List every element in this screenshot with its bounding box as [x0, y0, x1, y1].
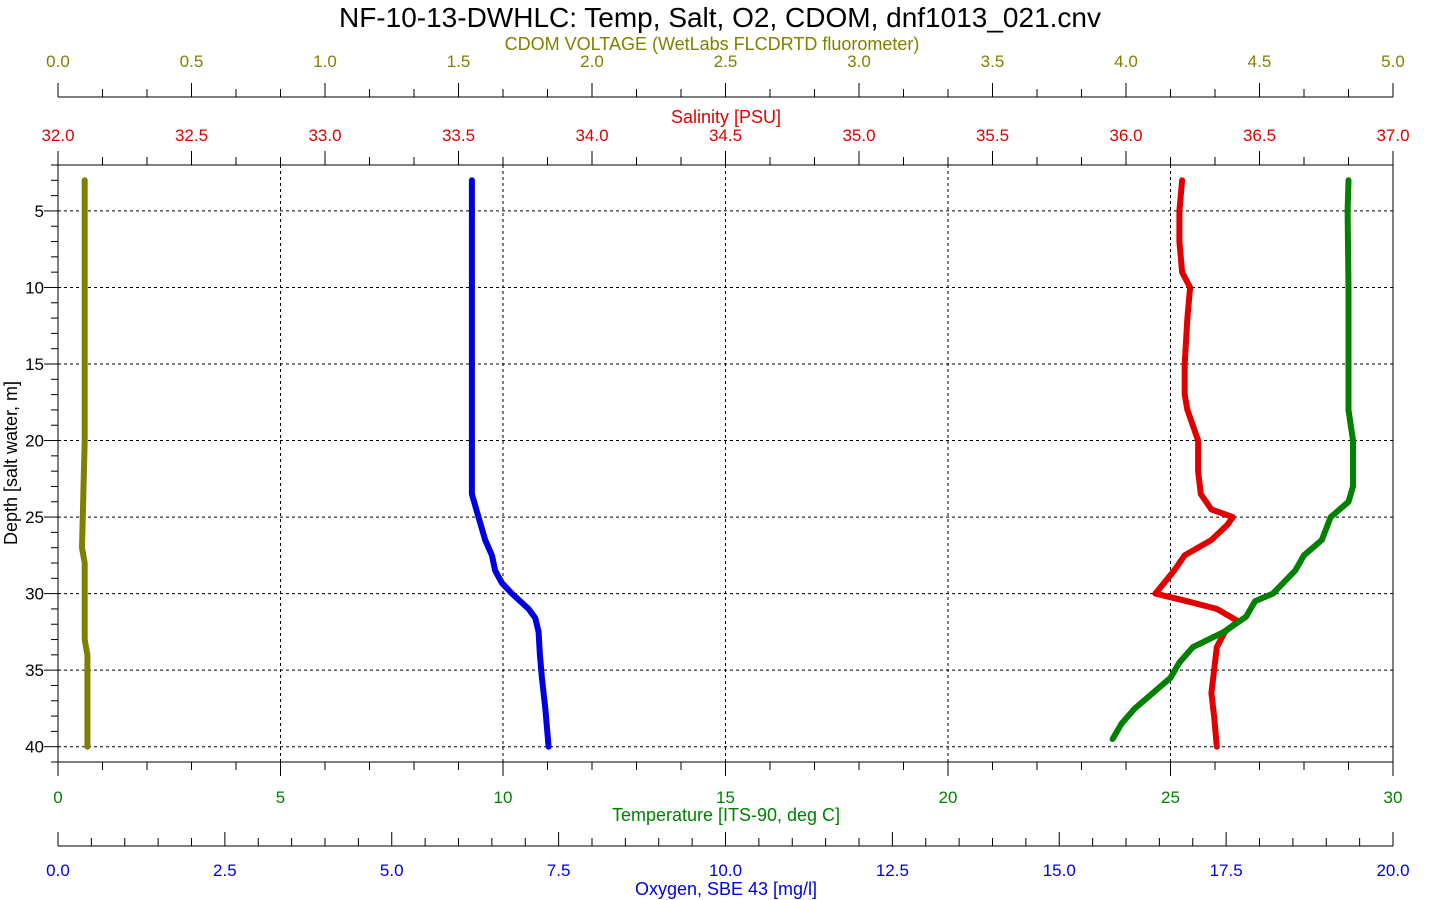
depth-tick-label: 25 [25, 508, 44, 527]
oxygen-tick-label: 7.5 [547, 861, 571, 880]
temperature-tick-label: 10 [494, 788, 513, 807]
oxygen-tick-label: 0.0 [46, 861, 70, 880]
cdom-tick-label: 1.5 [447, 52, 471, 71]
depth-tick-label: 15 [25, 355, 44, 374]
temperature-tick-label: 5 [276, 788, 285, 807]
depth-axis: Depth [salt water, m] 5 10 15 20 25 30 35 40 [1, 164, 58, 763]
cdom-tick-label: 5.0 [1381, 52, 1405, 71]
salinity-tick-label: 35.0 [842, 126, 875, 145]
cdom-tick-label: 1.0 [313, 52, 337, 71]
temperature-tick-label: 25 [1161, 788, 1180, 807]
depth-tick-label: 20 [25, 432, 44, 451]
oxygen-profile-line [468, 177, 552, 750]
cdom-profile-line [79, 177, 91, 750]
oxygen-tick-label: 17.5 [1210, 861, 1243, 880]
oxygen-axis: Oxygen, SBE 43 [mg/l] 0.0 2.5 5.0 7.5 10.0 12… [46, 832, 1410, 899]
temperature-axis-label: Temperature [ITS-90, deg C] [612, 805, 840, 825]
salinity-tick-label: 35.5 [976, 126, 1009, 145]
salinity-tick-label: 34.0 [575, 126, 608, 145]
oxygen-tick-label: 15.0 [1043, 861, 1076, 880]
salinity-tick-label: 32.5 [175, 126, 208, 145]
oxygen-tick-label: 20.0 [1376, 861, 1409, 880]
temperature-tick-label: 15 [716, 788, 735, 807]
cdom-tick-label: 3.5 [981, 52, 1005, 71]
depth-tick-label: 40 [25, 738, 44, 757]
depth-tick-label: 10 [25, 278, 44, 297]
oxygen-tick-label: 12.5 [876, 861, 909, 880]
cdom-tick-label: 2.0 [580, 52, 604, 71]
temperature-profile-line [1109, 177, 1356, 742]
salinity-profile-line [1152, 177, 1242, 750]
salinity-tick-label: 36.0 [1109, 126, 1142, 145]
salinity-tick-label: 32.0 [41, 126, 74, 145]
oxygen-tick-label: 2.5 [213, 861, 237, 880]
series-layer [79, 177, 1356, 750]
temperature-axis: Temperature [ITS-90, deg C] 0 5 10 15 20 25 30 [53, 761, 1403, 825]
salinity-tick-label: 36.5 [1243, 126, 1276, 145]
oxygen-tick-label: 10.0 [709, 861, 742, 880]
temperature-tick-label: 0 [53, 788, 62, 807]
cdom-tick-label: 0.0 [46, 52, 70, 71]
oxygen-tick-label: 5.0 [380, 861, 404, 880]
cdom-axis-label: CDOM VOLTAGE (WetLabs FLCDRTD fluoromete… [505, 34, 920, 54]
depth-tick-label: 30 [25, 585, 44, 604]
plot-grid [58, 165, 1393, 762]
cdom-tick-label: 4.0 [1114, 52, 1138, 71]
cdom-tick-label: 3.0 [847, 52, 871, 71]
salinity-tick-label: 33.0 [308, 126, 341, 145]
depth-axis-label: Depth [salt water, m] [1, 381, 21, 545]
plot-frame [57, 164, 1394, 763]
temperature-tick-label: 20 [939, 788, 958, 807]
cdom-tick-label: 2.5 [714, 52, 738, 71]
cdom-axis: CDOM VOLTAGE (WetLabs FLCDRTD fluoromete… [46, 34, 1405, 98]
cdom-tick-label: 0.5 [180, 52, 204, 71]
salinity-axis-label: Salinity [PSU] [671, 107, 781, 127]
chart-title: NF-10-13-DWHLC: Temp, Salt, O2, CDOM, dn… [339, 2, 1101, 33]
salinity-tick-label: 33.5 [442, 126, 475, 145]
salinity-axis: Salinity [PSU] 32.0 32.5 33.0 33.5 34.0 34.5 3… [41, 107, 1410, 166]
salinity-tick-label: 37.0 [1376, 126, 1409, 145]
depth-tick-label: 35 [25, 661, 44, 680]
cdom-tick-label: 4.5 [1248, 52, 1272, 71]
temperature-tick-label: 30 [1384, 788, 1403, 807]
oxygen-axis-label: Oxygen, SBE 43 [mg/l] [635, 879, 817, 899]
depth-tick-label: 5 [35, 202, 44, 221]
salinity-tick-label: 34.5 [709, 126, 742, 145]
